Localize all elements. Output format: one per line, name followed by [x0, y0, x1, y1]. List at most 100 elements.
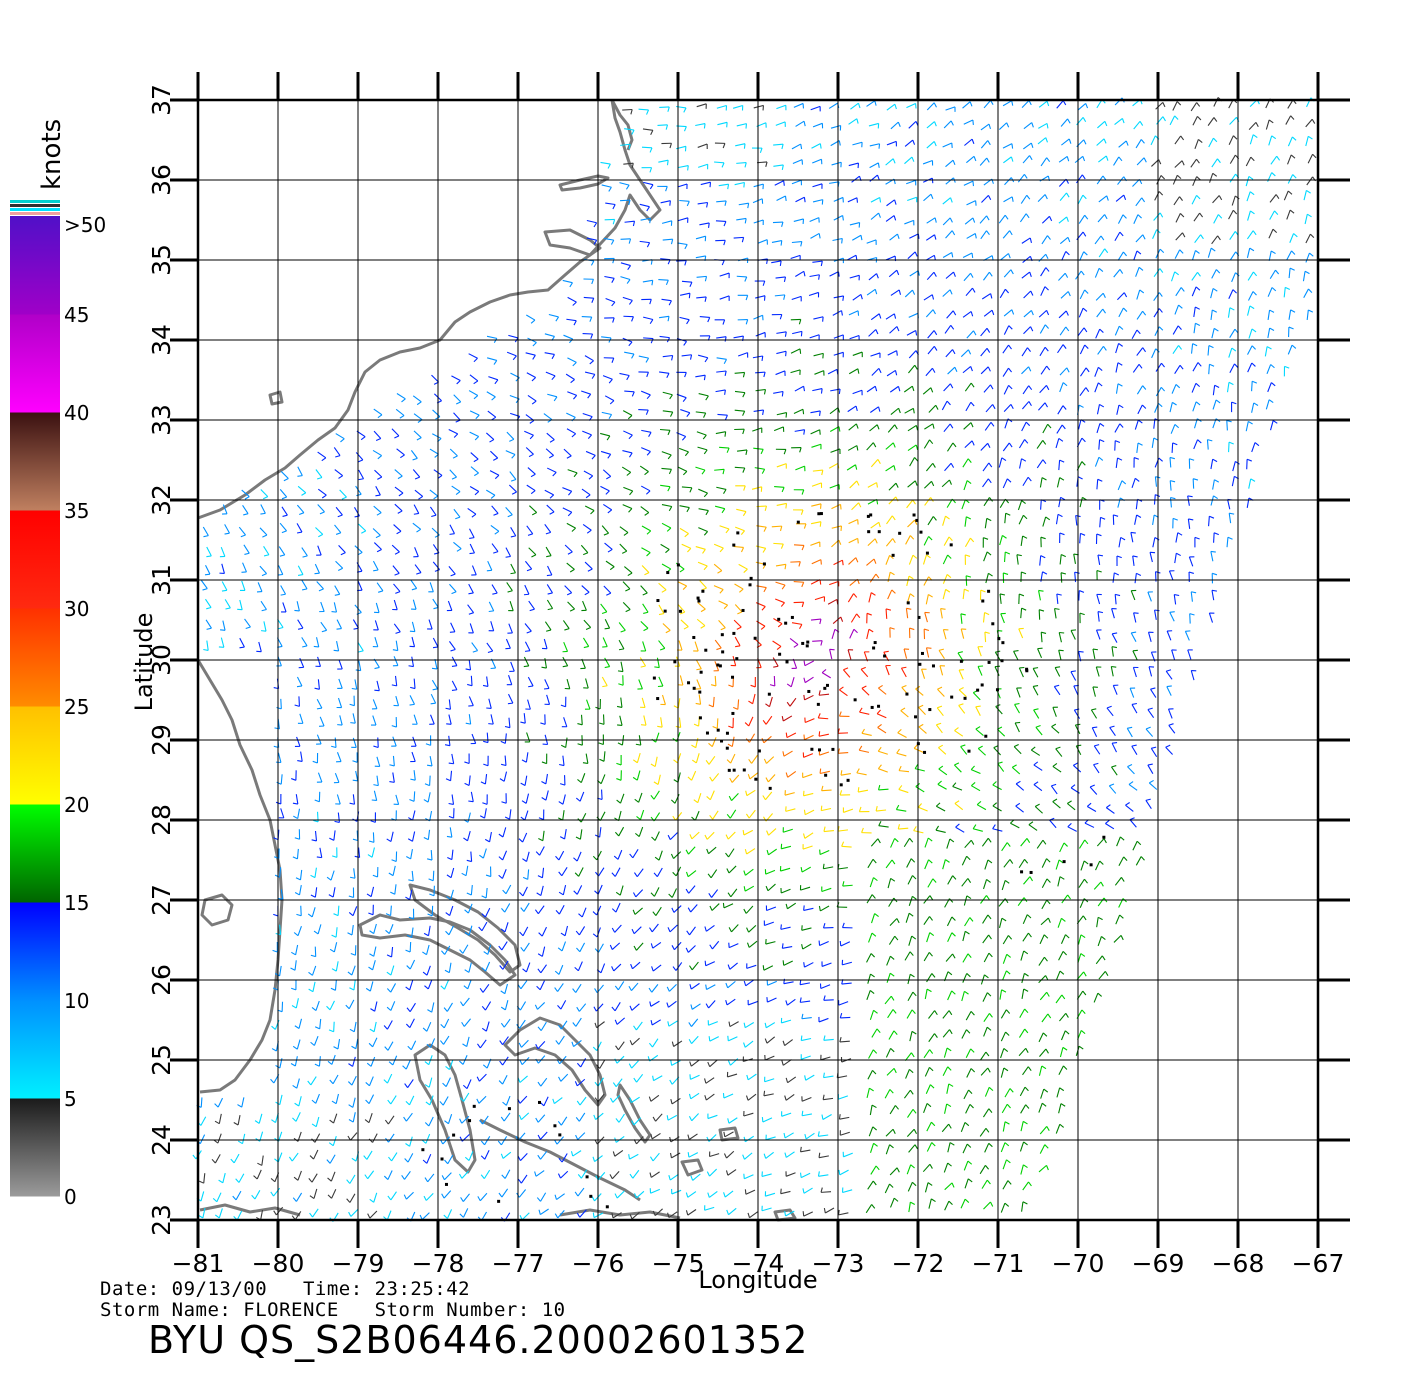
wind-vector-barb: [406, 856, 411, 860]
wind-vector: [842, 884, 853, 887]
wind-vector: [846, 464, 856, 471]
wind-vector-barb: [384, 1046, 389, 1051]
wind-vector-barb: [593, 239, 598, 245]
wind-vector-barb: [823, 995, 826, 1001]
wind-vector: [318, 1056, 321, 1067]
wind-vector: [662, 391, 673, 396]
wind-vector: [640, 506, 650, 513]
wind-vector-barb: [1253, 271, 1258, 277]
wind-vector: [314, 563, 320, 574]
wind-vector-barb: [975, 705, 981, 708]
wind-vector-barb: [1271, 135, 1277, 140]
wind-vector-barb: [1104, 214, 1108, 220]
wind-vector: [923, 193, 932, 202]
wind-vector: [558, 1035, 565, 1045]
wind-vector: [1032, 686, 1039, 696]
wind-vector-barb: [950, 197, 953, 203]
wind-vector: [1174, 160, 1183, 168]
wind-vector: [984, 632, 987, 643]
wind-vector: [1077, 194, 1084, 205]
wind-vector: [753, 409, 764, 412]
wind-vector-barb: [784, 331, 787, 337]
wind-vector: [942, 574, 948, 584]
wind-vector-barb: [1117, 383, 1123, 387]
wind-vector-barb: [214, 1103, 219, 1108]
wind-vector: [842, 669, 851, 678]
wind-vector-barb: [689, 354, 693, 360]
wind-vector-barb: [954, 727, 959, 732]
wind-vector: [999, 288, 1006, 299]
wind-vector-barb: [1058, 859, 1064, 864]
wind-vector: [794, 429, 805, 432]
wind-vector-barb: [522, 858, 527, 862]
wind-vector-barb: [599, 722, 605, 725]
wind-vector-barb: [785, 412, 788, 418]
wind-vector: [238, 526, 246, 536]
wind-vector: [566, 522, 576, 529]
wind-vector-barb: [1131, 702, 1138, 705]
wind-vector: [904, 289, 913, 298]
wind-vector-barb: [520, 721, 526, 724]
wind-vector: [733, 335, 744, 339]
wind-vector: [376, 680, 380, 691]
wind-vector-barb: [587, 568, 593, 572]
wind-vector-barb: [632, 759, 638, 764]
wind-vector: [736, 162, 747, 164]
wind-vector-barb: [954, 762, 960, 766]
wind-vector: [1098, 248, 1106, 258]
wind-vector: [677, 466, 688, 472]
wind-vector-barb: [370, 1008, 376, 1012]
wind-vector-barb: [314, 799, 320, 803]
wind-vector: [971, 785, 981, 792]
wind-vector: [719, 446, 730, 449]
wind-vector-barb: [748, 759, 753, 764]
wind-vector-barb: [369, 953, 375, 957]
wind-vector: [1232, 461, 1236, 472]
wind-vector-barb: [1064, 1030, 1070, 1035]
wind-vector: [640, 585, 648, 594]
wind-vector-barb: [708, 704, 714, 708]
wind-vector: [372, 560, 379, 571]
wind-vector: [280, 471, 289, 479]
wind-vector: [332, 1074, 339, 1084]
wind-vector-barb: [628, 508, 633, 513]
wind-vector-barb: [650, 130, 654, 135]
wind-vector: [1060, 118, 1069, 127]
wind-vector-barb: [687, 907, 692, 913]
wind-vector-barb: [1140, 856, 1145, 861]
wind-vector: [1169, 457, 1172, 468]
wind-vector-barb: [779, 314, 783, 320]
wind-vector: [773, 143, 784, 146]
wind-vector: [1059, 236, 1069, 245]
wind-vector-barb: [990, 293, 993, 299]
wind-vector-barb: [726, 868, 730, 874]
wind-vector-barb: [449, 631, 455, 633]
wind-vector-barb: [610, 1097, 614, 1103]
wind-vector-barb: [646, 206, 650, 212]
wind-vector-barb: [1120, 935, 1124, 941]
colorbar-tick-label: 40: [64, 401, 89, 425]
wind-vector-barb: [1038, 589, 1044, 592]
wind-vector-barb: [926, 1103, 932, 1108]
wind-vector-barb: [873, 1009, 878, 1014]
wind-vector: [1039, 477, 1043, 488]
wind-vector: [866, 629, 870, 640]
wind-vector: [1166, 630, 1172, 641]
wind-vector-barb: [260, 630, 267, 632]
wind-vector-barb: [895, 496, 899, 502]
wind-vector: [1075, 515, 1078, 526]
wind-vector-barb: [451, 665, 457, 667]
wind-vector-barb: [337, 567, 343, 572]
wind-vector-barb: [1275, 269, 1280, 275]
wind-vector-barb: [983, 537, 989, 540]
wind-vector-barb: [724, 370, 727, 376]
wind-vector-barb: [409, 798, 415, 802]
wind-vector: [1264, 346, 1268, 357]
wind-vector: [980, 1067, 989, 1076]
wind-vector: [907, 424, 917, 432]
wind-vector: [997, 763, 1005, 772]
wind-vector-barb: [1021, 500, 1026, 505]
wind-vector: [776, 195, 786, 201]
wind-vector: [463, 1092, 470, 1102]
wind-vector: [1003, 385, 1010, 395]
